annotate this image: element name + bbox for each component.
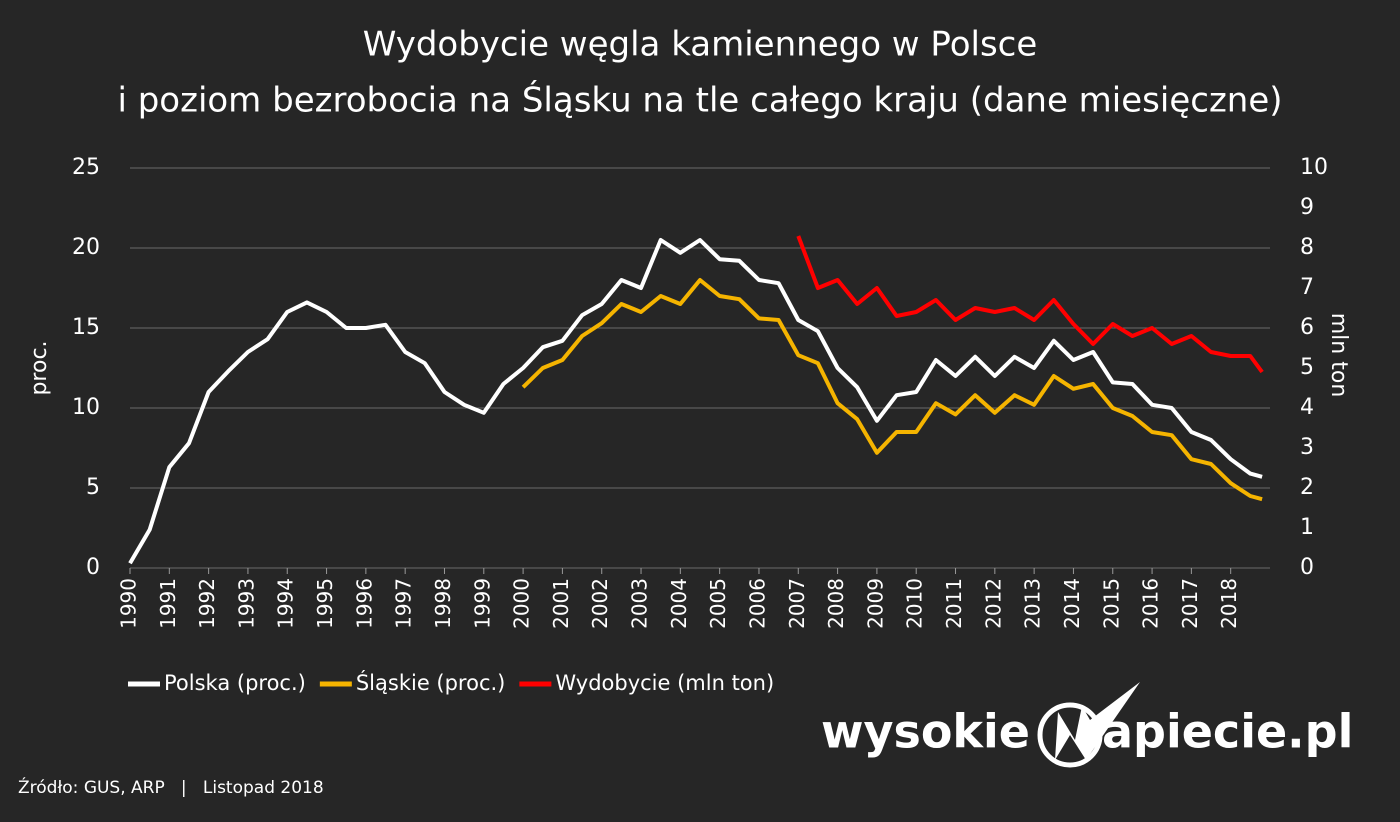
x-tick-label: 2018 xyxy=(1217,578,1241,629)
y-tick-label: 5 xyxy=(86,475,100,500)
x-tick-label: 2001 xyxy=(549,578,573,629)
y2-tick-label: 6 xyxy=(1300,315,1314,340)
legend-label: Polska (proc.) xyxy=(164,671,306,695)
x-tick-label: 2006 xyxy=(745,578,769,629)
logo-text: wysokie xyxy=(821,705,1030,759)
x-tick-label: 1993 xyxy=(234,578,258,629)
x-tick-label: 1992 xyxy=(195,578,219,629)
x-tick-label: 1996 xyxy=(352,578,376,629)
y2-tick-label: 10 xyxy=(1300,155,1328,180)
y-tick-label: 25 xyxy=(72,155,100,180)
y2-tick-label: 2 xyxy=(1300,475,1314,500)
x-tick-label: 1994 xyxy=(274,578,298,629)
y2-tick-label: 8 xyxy=(1300,235,1314,260)
x-tick-label: 1999 xyxy=(470,578,494,629)
x-tick-label: 1997 xyxy=(392,578,416,629)
logo: wysokie apiecie.pl xyxy=(821,682,1353,768)
legend-label: Śląskie (proc.) xyxy=(356,670,506,695)
y-tick-label: 20 xyxy=(72,235,100,260)
y-axis-label: proc. xyxy=(27,340,52,395)
x-tick-label: 2007 xyxy=(785,578,809,629)
logo-text: apiecie.pl xyxy=(1102,705,1353,759)
x-tick-label: 2003 xyxy=(628,578,652,629)
y2-tick-label: 4 xyxy=(1300,395,1314,420)
chart-title: i poziom bezrobocia na Śląsku na tle cał… xyxy=(117,80,1282,121)
source-note: Źródło: GUS, ARP | Listopad 2018 xyxy=(18,776,324,798)
x-tick-label: 2005 xyxy=(706,578,730,629)
x-tick-label: 2009 xyxy=(863,578,887,629)
legend-label: Wydobycie (mln ton) xyxy=(555,671,774,695)
x-tick-label: 2013 xyxy=(1021,578,1045,629)
y2-tick-label: 1 xyxy=(1300,515,1314,540)
y2-tick-label: 5 xyxy=(1300,355,1314,380)
x-tick-label: 2008 xyxy=(824,578,848,629)
x-tick-label: 2000 xyxy=(510,578,534,629)
x-tick-label: 2016 xyxy=(1139,578,1163,629)
chart-title: Wydobycie węgla kamiennego w Polsce xyxy=(363,25,1038,65)
series-line xyxy=(796,235,1264,374)
x-tick-label: 2011 xyxy=(942,578,966,629)
x-tick-label: 1990 xyxy=(117,578,141,629)
y2-tick-label: 0 xyxy=(1300,555,1314,580)
x-tick-label: 2014 xyxy=(1060,578,1084,629)
x-tick-label: 2017 xyxy=(1178,578,1202,629)
y-tick-label: 0 xyxy=(86,555,100,580)
x-tick-label: 2002 xyxy=(588,578,612,629)
y2-tick-label: 9 xyxy=(1300,195,1314,220)
logo-bolt xyxy=(1055,682,1140,760)
series-line xyxy=(521,278,1263,502)
y2-axis-label: mln ton xyxy=(1326,313,1351,398)
y-tick-label: 10 xyxy=(72,395,100,420)
x-tick-label: 2012 xyxy=(981,578,1005,629)
x-tick-label: 1991 xyxy=(156,578,180,629)
x-tick-label: 2015 xyxy=(1099,578,1123,629)
series-line xyxy=(128,238,1263,565)
y-tick-label: 15 xyxy=(72,315,100,340)
y2-tick-label: 3 xyxy=(1300,435,1314,460)
x-tick-label: 2010 xyxy=(903,578,927,629)
x-tick-label: 2004 xyxy=(667,578,691,629)
y2-tick-label: 7 xyxy=(1300,275,1314,300)
x-tick-label: 1998 xyxy=(431,578,455,629)
x-tick-label: 1995 xyxy=(313,578,337,629)
